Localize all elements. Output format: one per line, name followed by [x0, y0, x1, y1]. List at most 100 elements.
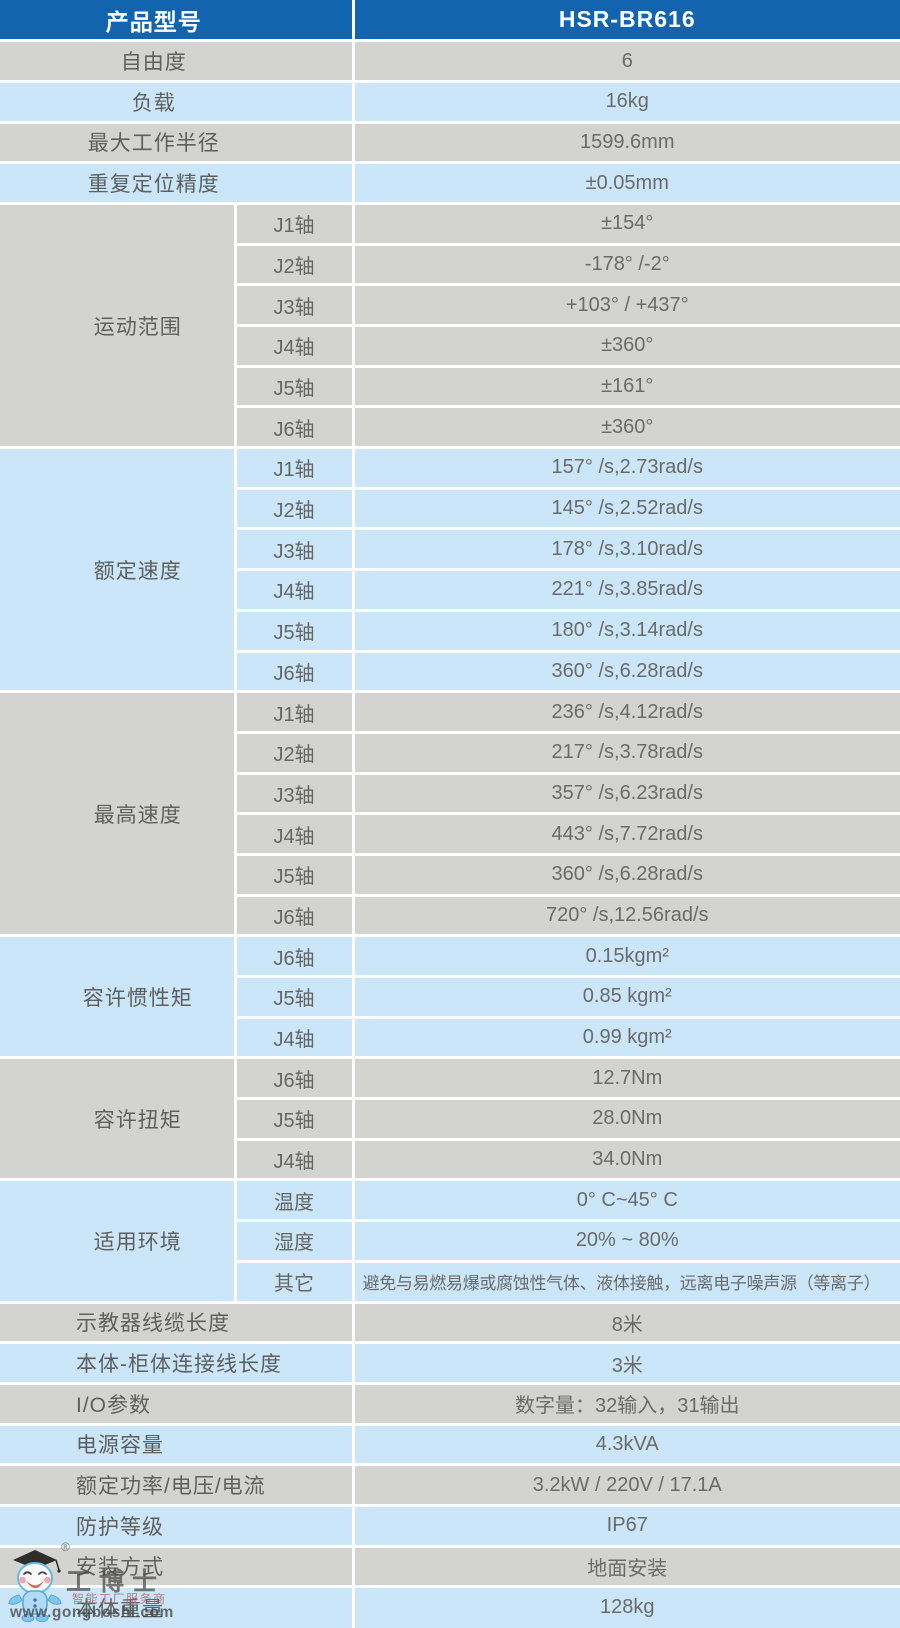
row-label: 负载	[0, 79, 355, 124]
row-value: 1599.6mm	[351, 120, 900, 165]
row-category: 最高速度	[0, 690, 237, 938]
row-value: -178° /-2°	[351, 242, 900, 287]
row-sublabel: J5轴	[233, 608, 355, 653]
row-sublabel: J3轴	[233, 283, 355, 327]
row-label: 本体重量	[0, 1585, 355, 1628]
row-value: 236° /s,4.12rad/s	[351, 690, 900, 734]
table-row: 本体-柜体连接线长度 3米	[0, 1341, 900, 1385]
table-row: J6轴 360° /s,6.28rad/s	[0, 649, 900, 694]
row-sublabel: J5轴	[233, 1097, 355, 1141]
row-category: 额定速度	[0, 446, 237, 694]
row-value: 0° C~45° C	[351, 1178, 900, 1223]
row-value: 12.7Nm	[351, 1056, 900, 1101]
row-value: 443° /s,7.72rad/s	[351, 812, 900, 856]
row-sublabel: J6轴	[233, 405, 355, 450]
row-value: 157° /s,2.73rad/s	[351, 446, 900, 490]
table-row: 额定速度 J1轴 157° /s,2.73rad/s	[0, 446, 900, 694]
row-value: 178° /s,3.10rad/s	[351, 527, 900, 572]
row-value: ±161°	[351, 364, 900, 409]
row-sublabel: J1轴	[233, 690, 355, 734]
table-row: 电源容量 4.3kVA	[0, 1422, 900, 1467]
row-value: 20% ~ 80%	[351, 1219, 900, 1263]
row-value: 避免与易燃易爆或腐蚀性气体、液体接触，远离电子噪声源（等离子）	[351, 1259, 900, 1304]
table-row: 最高速度 J1轴 236° /s,4.12rad/s	[0, 690, 900, 938]
table-row: J4轴 34.0Nm	[0, 1137, 900, 1182]
spec-table-body: 自由度 6 负载 16kg 最大工作半径 1599.6mm 重复定位精度 ±0.05mm 运动范…	[0, 39, 900, 1628]
row-label: 电源容量	[0, 1422, 355, 1467]
row-sublabel: J4轴	[233, 812, 355, 856]
table-row: 重复定位精度 ±0.05mm	[0, 161, 900, 205]
row-sublabel: J5轴	[233, 852, 355, 897]
row-value: 数字量：32输入，31输出	[351, 1381, 900, 1426]
row-label: 防护等级	[0, 1503, 355, 1548]
table-row: J5轴 0.85 kgm²	[0, 975, 900, 1019]
row-label: 最大工作半径	[0, 120, 355, 165]
row-sublabel: J4轴	[233, 324, 355, 368]
row-value: 8米	[351, 1300, 900, 1345]
row-sublabel: J6轴	[233, 893, 355, 938]
table-row: 防护等级 IP67	[0, 1503, 900, 1548]
table-row: J2轴 145° /s,2.52rad/s	[0, 486, 900, 531]
row-sublabel: J1轴	[233, 446, 355, 490]
header-product-model-label: 产品型号	[0, 0, 355, 43]
table-row: I/O参数 数字量：32输入，31输出	[0, 1381, 900, 1426]
table-row: J2轴 -178° /-2°	[0, 242, 900, 287]
table-row: J4轴 ±360°	[0, 324, 900, 368]
row-value: 34.0Nm	[351, 1137, 900, 1182]
row-sublabel: J4轴	[233, 568, 355, 612]
row-value: 360° /s,6.28rad/s	[351, 649, 900, 694]
table-row: 适用环境 温度 0° C~45° C	[0, 1178, 900, 1304]
table-row: J6轴 720° /s,12.56rad/s	[0, 893, 900, 938]
row-sublabel: J5轴	[233, 975, 355, 1019]
row-label: 自由度	[0, 39, 355, 83]
row-label: 额定功率/电压/电流	[0, 1463, 355, 1507]
row-category: 运动范围	[0, 201, 237, 450]
table-row: J3轴 357° /s,6.23rad/s	[0, 771, 900, 816]
row-label: 重复定位精度	[0, 161, 355, 205]
row-sublabel: J6轴	[233, 1056, 355, 1101]
table-row: 湿度 20% ~ 80%	[0, 1219, 900, 1263]
row-category: 适用环境	[0, 1178, 237, 1304]
row-sublabel: J2轴	[233, 486, 355, 531]
row-sublabel: J1轴	[233, 201, 355, 246]
table-row: 容许扭矩 J6轴 12.7Nm	[0, 1056, 900, 1182]
row-value: 221° /s,3.85rad/s	[351, 568, 900, 612]
row-value: 360° /s,6.28rad/s	[351, 852, 900, 897]
row-sublabel: J5轴	[233, 364, 355, 409]
table-row: 容许惯性矩 J6轴 0.15kgm²	[0, 934, 900, 1060]
row-category: 容许惯性矩	[0, 934, 237, 1060]
row-value: ±0.05mm	[351, 161, 900, 205]
row-value: 地面安装	[351, 1544, 900, 1589]
table-row: J2轴 217° /s,3.78rad/s	[0, 730, 900, 775]
row-value: 0.85 kgm²	[351, 975, 900, 1019]
row-value: 3米	[351, 1341, 900, 1385]
row-sublabel: 其它	[233, 1259, 355, 1304]
row-sublabel: 温度	[233, 1178, 355, 1223]
row-sublabel: J3轴	[233, 527, 355, 572]
table-row: 示教器线缆长度 8米	[0, 1300, 900, 1345]
row-sublabel: J4轴	[233, 1137, 355, 1182]
row-value: ±360°	[351, 324, 900, 368]
row-value: 6	[351, 39, 900, 83]
table-row: J6轴 ±360°	[0, 405, 900, 450]
row-sublabel: J4轴	[233, 1015, 355, 1060]
row-sublabel: J6轴	[233, 934, 355, 978]
row-label: 安装方式	[0, 1544, 355, 1589]
row-value: 0.15kgm²	[351, 934, 900, 978]
table-row: J4轴 221° /s,3.85rad/s	[0, 568, 900, 612]
row-value: ±154°	[351, 201, 900, 246]
row-value: 28.0Nm	[351, 1097, 900, 1141]
row-value: 3.2kW / 220V / 17.1A	[351, 1463, 900, 1507]
row-label: I/O参数	[0, 1381, 355, 1426]
row-value: 217° /s,3.78rad/s	[351, 730, 900, 775]
row-value: +103° / +437°	[351, 283, 900, 327]
row-value: 0.99 kgm²	[351, 1015, 900, 1060]
row-value: IP67	[351, 1503, 900, 1548]
row-sublabel: J6轴	[233, 649, 355, 694]
table-row: 安装方式 地面安装	[0, 1544, 900, 1589]
row-sublabel: J2轴	[233, 730, 355, 775]
row-value: 4.3kVA	[351, 1422, 900, 1467]
table-row: J4轴 0.99 kgm²	[0, 1015, 900, 1060]
row-value: 357° /s,6.23rad/s	[351, 771, 900, 816]
